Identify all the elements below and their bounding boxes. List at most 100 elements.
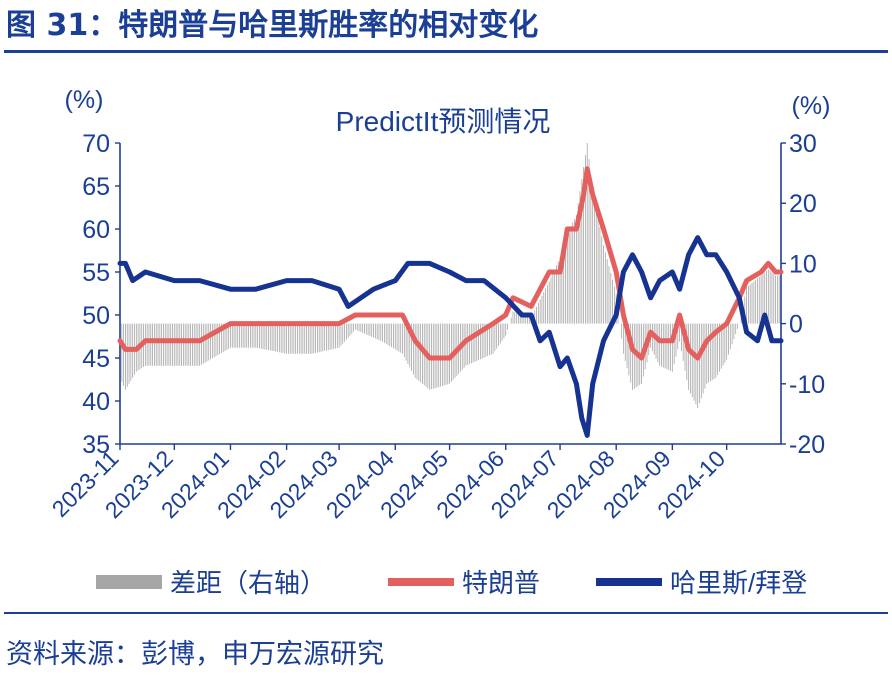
spread-bar bbox=[365, 323, 367, 335]
spread-bar bbox=[608, 265, 610, 324]
spread-bar bbox=[588, 159, 590, 324]
spread-bar bbox=[293, 323, 295, 354]
spread-bar bbox=[177, 323, 179, 366]
right-y-tick-label: -20 bbox=[789, 431, 825, 459]
spread-bar bbox=[726, 323, 728, 360]
spread-bar bbox=[728, 323, 729, 355]
legend-label-trump: 特朗普 bbox=[462, 568, 540, 598]
spread-bar bbox=[329, 323, 331, 350]
spread-bar bbox=[717, 323, 719, 375]
spread-bar bbox=[680, 323, 682, 352]
spread-bar bbox=[626, 323, 628, 369]
spread-bar bbox=[326, 323, 327, 351]
spread-bar bbox=[702, 323, 704, 394]
spread-bar bbox=[373, 323, 374, 338]
spread-bar bbox=[284, 323, 286, 354]
spread-bar bbox=[570, 226, 572, 324]
spread-bar bbox=[670, 323, 671, 371]
spread-bar bbox=[387, 323, 389, 345]
spread-bar bbox=[700, 323, 702, 399]
spread-bar bbox=[624, 323, 626, 361]
spread-bar bbox=[492, 323, 494, 354]
spread-bar bbox=[557, 261, 559, 324]
spread-bar bbox=[595, 209, 597, 324]
spread-bar bbox=[679, 323, 680, 342]
spread-bar bbox=[575, 215, 577, 324]
spread-bar bbox=[130, 323, 132, 381]
spread-bar bbox=[610, 272, 612, 324]
spread-bar bbox=[398, 323, 400, 352]
spread-bar bbox=[684, 323, 686, 371]
spread-bar bbox=[720, 323, 722, 369]
spread-bar bbox=[536, 306, 537, 324]
spread-bar bbox=[574, 218, 575, 324]
spread-bar bbox=[367, 323, 369, 336]
spread-bar bbox=[470, 323, 472, 364]
spread-bar bbox=[418, 323, 420, 381]
trump-line bbox=[117, 166, 784, 361]
spread-bar bbox=[755, 279, 757, 324]
spread-bar bbox=[154, 323, 155, 366]
spread-bar bbox=[150, 323, 152, 366]
spread-bar bbox=[709, 323, 711, 382]
spread-bar bbox=[161, 323, 163, 366]
spread-bar bbox=[235, 323, 237, 348]
spread-bar bbox=[655, 323, 657, 359]
spread-bar bbox=[550, 277, 552, 324]
spread-bar bbox=[353, 323, 355, 332]
spread-bar bbox=[744, 296, 746, 324]
spread-bar bbox=[590, 175, 592, 324]
spread-bar bbox=[338, 323, 340, 348]
spread-bar bbox=[286, 323, 288, 354]
spread-bar bbox=[441, 323, 443, 386]
spread-bar bbox=[215, 323, 217, 357]
spread-bar bbox=[559, 257, 561, 324]
spread-bar bbox=[572, 222, 574, 324]
spread-bar bbox=[333, 323, 335, 349]
spread-bar bbox=[358, 323, 360, 332]
spread-bar bbox=[510, 317, 512, 324]
spread-bar bbox=[746, 287, 747, 324]
spread-bar bbox=[269, 323, 271, 351]
spread-bar bbox=[175, 323, 177, 366]
spread-bar bbox=[612, 279, 613, 324]
spread-bar bbox=[233, 323, 235, 348]
spread-bar bbox=[606, 259, 608, 324]
spread-bar bbox=[659, 323, 661, 366]
spread-bar bbox=[613, 286, 615, 324]
spread-bar bbox=[217, 323, 219, 356]
spread-bar bbox=[275, 323, 277, 352]
spread-bar bbox=[206, 323, 208, 362]
spread-bar bbox=[355, 323, 356, 330]
spread-bar bbox=[155, 323, 157, 366]
spread-bar bbox=[668, 323, 670, 371]
spread-bar bbox=[396, 323, 398, 351]
spread-bar bbox=[753, 281, 755, 324]
spread-bar bbox=[201, 323, 202, 365]
spread-bar bbox=[666, 323, 668, 370]
spread-bar bbox=[722, 323, 724, 366]
chart-axes bbox=[119, 143, 782, 445]
spread-bar bbox=[534, 310, 536, 324]
spread-bar bbox=[148, 323, 150, 366]
left-y-tick-label: 65 bbox=[82, 173, 110, 201]
spread-bar bbox=[675, 323, 677, 357]
spread-bar bbox=[391, 323, 393, 348]
spread-bar bbox=[760, 275, 762, 324]
spread-bar bbox=[251, 323, 253, 348]
right-y-ticks: 30 20 10 0 -10 -20 bbox=[781, 130, 825, 459]
spread-bar bbox=[512, 311, 514, 324]
legend: 差距（右轴） 特朗普 哈里斯/拜登 bbox=[96, 568, 807, 598]
spread-bar bbox=[501, 323, 503, 341]
spread-bar bbox=[228, 323, 230, 349]
spread-bar bbox=[278, 323, 280, 353]
spread-bar bbox=[226, 323, 228, 350]
spread-bar bbox=[711, 323, 713, 381]
spread-bar bbox=[735, 323, 737, 334]
spread-bar bbox=[438, 323, 440, 388]
spread-bar bbox=[297, 323, 298, 354]
spread-bar bbox=[246, 323, 248, 348]
spread-bar bbox=[691, 323, 693, 398]
spread-bar bbox=[706, 323, 708, 384]
spread-bar bbox=[170, 323, 172, 366]
